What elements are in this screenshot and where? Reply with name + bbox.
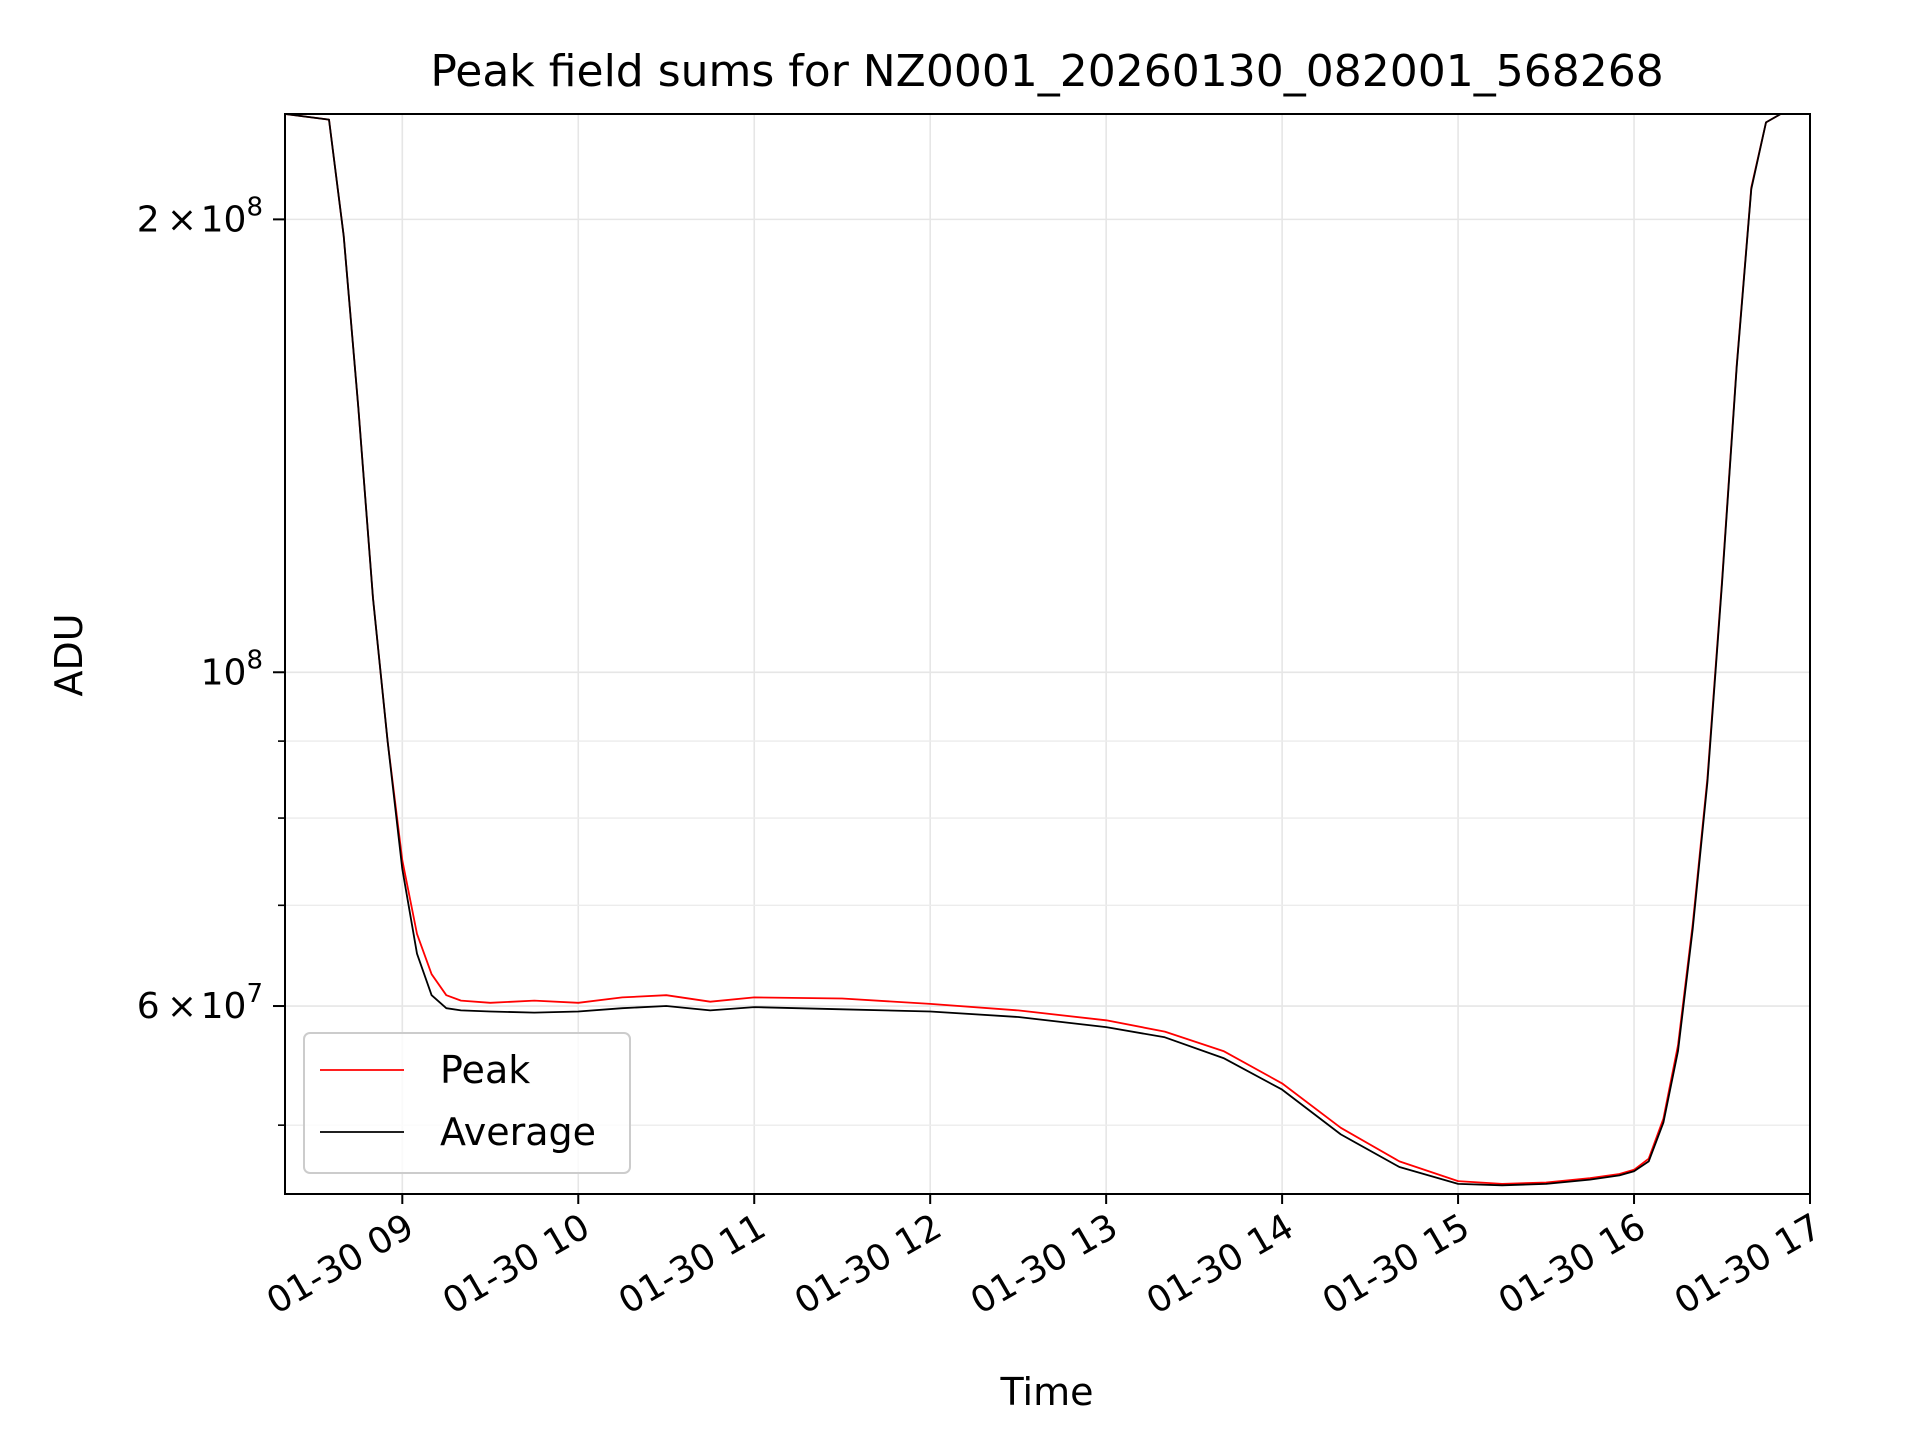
y-tick-label: 2 × 108 [137, 192, 263, 240]
chart-title: Peak field sums for NZ0001_20260130_0820… [430, 46, 1663, 97]
series-line-average [285, 114, 1810, 1187]
y-tick-label: 108 [201, 645, 263, 693]
x-axis-label: Time [1000, 1370, 1094, 1414]
legend-label-average: Average [440, 1110, 596, 1154]
legend-label-peak: Peak [440, 1048, 530, 1092]
plot-frame [284, 113, 1811, 1195]
series-group [285, 114, 1810, 1187]
y-tick-label: 6 × 107 [137, 979, 263, 1027]
legend: Peak Average [303, 1032, 631, 1174]
y-axis-label: ADU [47, 613, 91, 696]
y-axis-ticks: 6 × 107 108 2 × 108 [137, 192, 285, 1126]
y-gridlines [285, 218, 1810, 1126]
legend-box [303, 1032, 631, 1174]
